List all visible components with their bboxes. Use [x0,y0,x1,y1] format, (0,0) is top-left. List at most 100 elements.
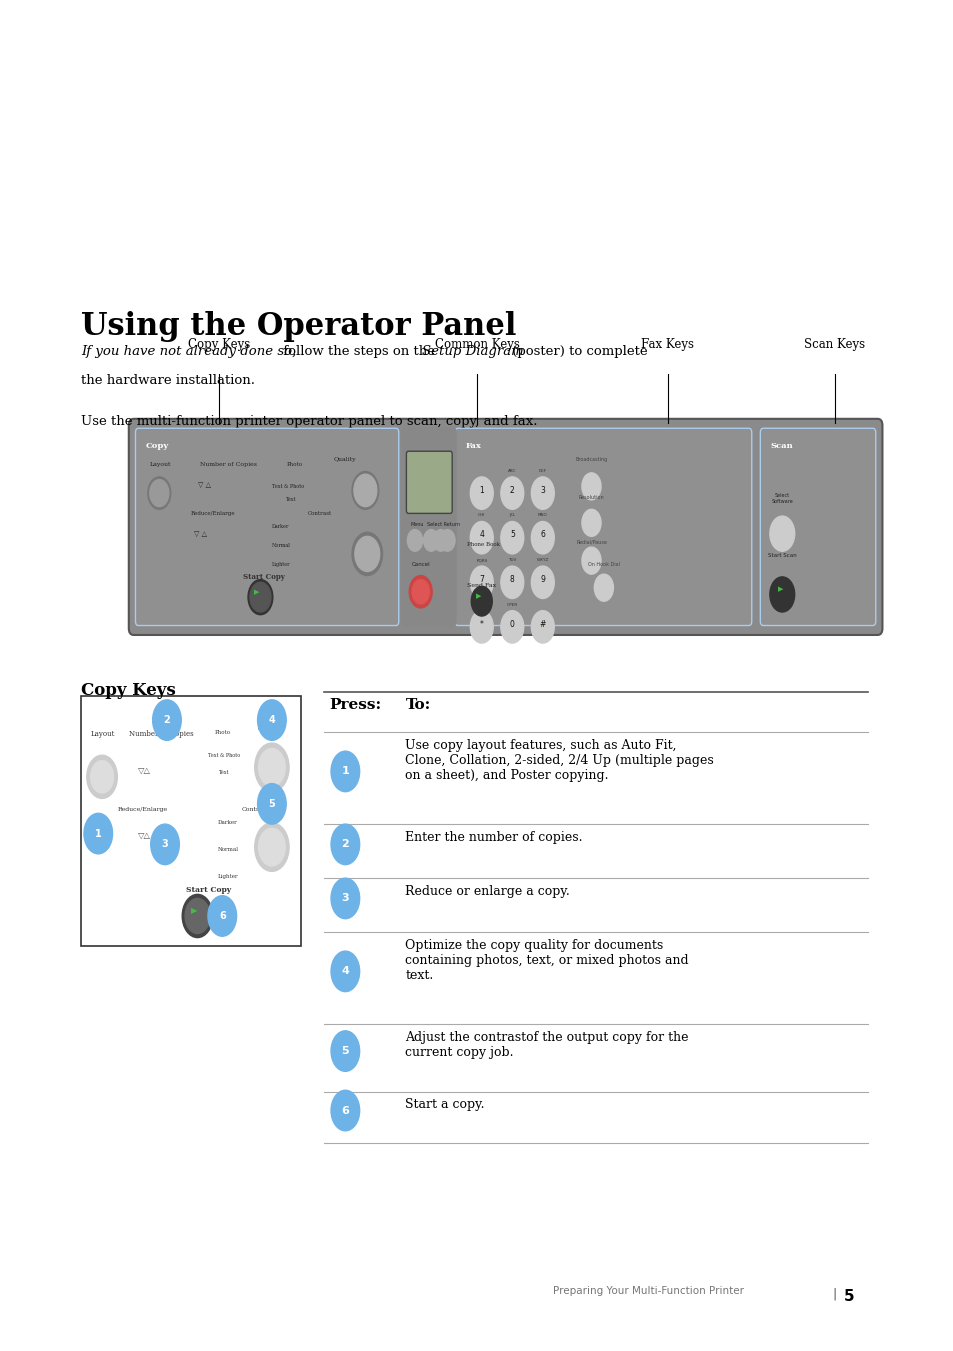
Text: Darker: Darker [217,820,237,825]
Text: the hardware installation.: the hardware installation. [81,374,254,388]
Circle shape [500,611,523,643]
Text: Setup Diagram: Setup Diagram [421,345,523,358]
Text: 2: 2 [163,715,171,725]
Text: Phone Book: Phone Book [467,542,500,547]
FancyBboxPatch shape [129,419,882,635]
Text: 6: 6 [341,1105,349,1116]
Text: 6: 6 [539,531,545,539]
Circle shape [581,509,600,536]
Circle shape [148,477,171,509]
Text: ▽ △: ▽ △ [193,531,207,536]
Circle shape [500,521,523,554]
Text: Darker: Darker [272,524,289,530]
Circle shape [257,784,286,824]
Text: Using the Operator Panel: Using the Operator Panel [81,311,516,342]
Circle shape [87,755,117,798]
Circle shape [471,586,492,616]
Text: ▽△: ▽△ [138,831,152,840]
Text: TUV: TUV [508,558,516,562]
Circle shape [500,477,523,509]
Text: GHI: GHI [477,513,485,517]
Circle shape [152,700,181,740]
Circle shape [355,536,379,571]
Circle shape [331,751,359,792]
Text: Cancel: Cancel [411,562,430,567]
Text: 3: 3 [539,486,545,494]
Text: Contrast: Contrast [308,511,332,516]
Text: ▽ △: ▽ △ [198,482,212,488]
Text: Text: Text [286,497,296,503]
Text: MNO: MNO [537,513,547,517]
Circle shape [409,576,432,608]
Circle shape [769,577,794,612]
Circle shape [331,1031,359,1071]
Circle shape [352,532,382,576]
Text: Select Return: Select Return [427,521,460,527]
Circle shape [352,471,378,509]
Text: If you have not already done so,: If you have not already done so, [81,345,296,358]
Text: Menu: Menu [410,521,423,527]
Text: 5: 5 [509,531,515,539]
Text: ▶: ▶ [253,589,259,594]
Text: Text: Text [219,770,230,775]
FancyBboxPatch shape [135,428,398,626]
Text: Contrast: Contrast [241,807,269,812]
Text: Layout: Layout [91,730,115,738]
Circle shape [531,477,554,509]
Text: On Hook Dial: On Hook Dial [587,562,619,567]
Text: 7: 7 [478,576,484,584]
Text: Copy: Copy [146,442,169,450]
Text: Resolution: Resolution [578,494,603,500]
Text: *: * [479,620,483,628]
Circle shape [151,824,179,865]
Text: Press:: Press: [329,698,381,712]
Text: Lighter: Lighter [272,562,290,567]
Text: Redial/Pause: Redial/Pause [576,539,606,544]
Circle shape [531,566,554,598]
Text: 4: 4 [478,531,484,539]
Text: 3: 3 [341,893,349,904]
Circle shape [182,894,213,938]
Text: Reduce/Enlarge: Reduce/Enlarge [191,511,235,516]
Text: Scan: Scan [770,442,793,450]
Text: Scan Keys: Scan Keys [803,338,864,351]
Circle shape [500,566,523,598]
Text: 8: 8 [510,576,514,584]
Text: 0: 0 [509,620,515,628]
Circle shape [581,473,600,500]
Circle shape [254,743,289,792]
Text: PQRS: PQRS [476,558,487,562]
Text: ▶: ▶ [191,907,197,915]
Circle shape [769,516,794,551]
Text: Lighter: Lighter [217,874,238,880]
Text: Adjust the contrastof the output copy for the
current copy job.: Adjust the contrastof the output copy fo… [405,1031,688,1059]
Text: 2: 2 [510,486,514,494]
Text: Quality: Quality [257,725,283,734]
Circle shape [331,878,359,919]
Text: 9: 9 [539,576,545,584]
Text: (poster) to complete: (poster) to complete [507,345,646,358]
FancyBboxPatch shape [406,451,452,513]
Text: 5: 5 [341,1046,349,1056]
Text: 1: 1 [341,766,349,777]
Circle shape [531,611,554,643]
Text: DEF: DEF [538,469,546,473]
Text: To:: To: [405,698,430,712]
Text: Reduce or enlarge a copy.: Reduce or enlarge a copy. [405,885,570,898]
Circle shape [250,582,271,612]
Circle shape [331,951,359,992]
Text: ▶: ▶ [476,593,481,598]
Text: 5: 5 [268,798,275,809]
Circle shape [439,530,455,551]
Circle shape [91,761,113,793]
Circle shape [331,1090,359,1131]
Text: Preparing Your Multi-Function Printer: Preparing Your Multi-Function Printer [553,1286,743,1296]
Text: Common Keys: Common Keys [435,338,518,351]
Text: follow the steps on the: follow the steps on the [278,345,438,358]
Circle shape [331,824,359,865]
Text: Start Scan: Start Scan [767,553,796,558]
Text: ▽△: ▽△ [138,766,152,775]
Text: 5: 5 [842,1289,853,1304]
Text: Text & Photo: Text & Photo [208,753,240,758]
Text: Photo: Photo [286,462,302,467]
